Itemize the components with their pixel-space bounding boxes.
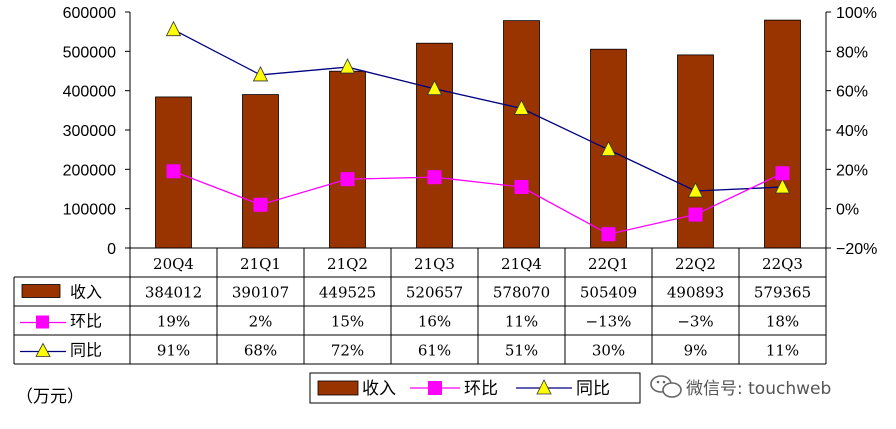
left-tick-label: 500000	[63, 44, 116, 61]
right-tick-label: 60%	[836, 84, 868, 101]
mom-cell: −13%	[586, 313, 632, 331]
plot-area: 0 100000 200000 300000 400000 500000 600000 −20…	[63, 5, 878, 258]
revenue-cell: 579365	[754, 284, 811, 302]
category-label: 22Q1	[588, 255, 629, 273]
left-tick-label: 600000	[63, 5, 116, 22]
revenue-cell: 390107	[232, 284, 289, 302]
category-label: 22Q3	[762, 255, 803, 273]
mom-point-22Q1	[601, 227, 616, 242]
chart-legend: 收入 环比 同比	[309, 372, 641, 404]
revenue-cell: 520657	[406, 284, 463, 302]
yoy-cell: 68%	[244, 342, 277, 360]
left-tick-label: 0	[107, 241, 116, 258]
mom-cell: 15%	[331, 313, 364, 331]
yoy-point-21Q2	[339, 58, 356, 74]
yoy-point-22Q2	[687, 182, 704, 198]
right-tick-label: −20%	[836, 241, 877, 258]
legend-yoy-marker	[536, 379, 552, 395]
unit-label: （万元）	[16, 387, 84, 407]
left-tick-label: 300000	[63, 123, 116, 140]
mom-line	[173, 170, 783, 235]
legend-mom-marker	[428, 381, 442, 395]
watermark-text: 微信号: touchweb	[686, 379, 831, 399]
legend-yoy-label: 同比	[576, 379, 610, 399]
watermark: 微信号: touchweb	[650, 375, 831, 399]
legend-mom-label: 环比	[464, 379, 498, 399]
legend-revenue-key	[317, 380, 359, 396]
category-label: 21Q1	[240, 255, 281, 273]
revenue-cell: 578070	[493, 284, 550, 302]
revenue-row-header: 收入	[70, 283, 102, 302]
yoy-cell: 11%	[766, 342, 799, 360]
wechat-icon	[650, 375, 682, 398]
bar-21Q1	[242, 94, 279, 249]
mom-cell: 16%	[418, 313, 451, 331]
right-tick-label: 0%	[836, 202, 859, 219]
category-label: 20Q4	[153, 255, 194, 273]
mom-cell: 2%	[249, 313, 273, 331]
yoy-point-22Q3	[774, 178, 791, 194]
left-tick-label: 400000	[63, 84, 116, 101]
mom-key-marker	[36, 315, 49, 329]
legend-box	[309, 372, 641, 404]
yoy-point-20Q4	[165, 20, 182, 37]
mom-point-21Q4	[514, 180, 529, 195]
yoy-cell: 30%	[592, 342, 625, 360]
yoy-cell: 72%	[331, 342, 364, 360]
right-tick-label: 80%	[836, 44, 868, 61]
yoy-point-21Q4	[513, 99, 530, 115]
yoy-row-header: 同比	[70, 341, 102, 360]
mom-cell: 19%	[157, 313, 190, 331]
mom-point-21Q3	[427, 170, 442, 185]
data-table: 20Q4 21Q1 21Q2 21Q3 21Q4 22Q1 22Q2 22Q3 收入 384012…	[13, 247, 827, 365]
yoy-cell: 91%	[157, 342, 190, 360]
mom-cell: 11%	[505, 313, 538, 331]
yoy-point-22Q1	[600, 140, 617, 157]
right-tick-label: 100%	[836, 5, 877, 22]
revenue-cell: 384012	[145, 284, 202, 302]
mom-point-22Q3	[775, 166, 790, 181]
right-tick-label: 40%	[836, 123, 868, 140]
yoy-cell: 61%	[418, 342, 451, 360]
right-tick-label: 20%	[836, 162, 868, 179]
revenue-cell: 505409	[580, 284, 637, 302]
category-label: 21Q4	[501, 255, 542, 273]
revenue-cell: 449525	[319, 284, 376, 302]
mom-point-22Q2	[688, 207, 703, 222]
bar-21Q3	[416, 42, 453, 249]
left-tick-label: 100000	[63, 202, 116, 219]
mom-point-21Q1	[253, 197, 268, 212]
bar-21Q4	[503, 20, 540, 249]
mom-cell: −3%	[677, 313, 713, 331]
yoy-point-21Q3	[426, 79, 443, 96]
mom-cell: 18%	[766, 313, 799, 331]
legend-revenue-label: 收入	[362, 379, 396, 399]
category-label: 22Q2	[675, 255, 716, 273]
bar-22Q3	[764, 19, 801, 249]
yoy-cell: 51%	[505, 342, 538, 360]
mom-point-20Q4	[166, 164, 181, 179]
revenue-key	[21, 284, 61, 298]
yoy-cell: 9%	[684, 342, 708, 360]
mom-row-header: 环比	[70, 312, 102, 331]
revenue-cell: 490893	[667, 284, 724, 302]
yoy-line	[173, 29, 783, 192]
yoy-point-21Q1	[252, 66, 269, 82]
category-label: 21Q3	[414, 255, 455, 273]
left-tick-label: 200000	[63, 162, 116, 179]
bar-21Q2	[329, 70, 366, 249]
yoy-key-marker	[35, 342, 51, 357]
category-label: 21Q2	[327, 255, 368, 273]
mom-point-21Q2	[340, 172, 355, 187]
